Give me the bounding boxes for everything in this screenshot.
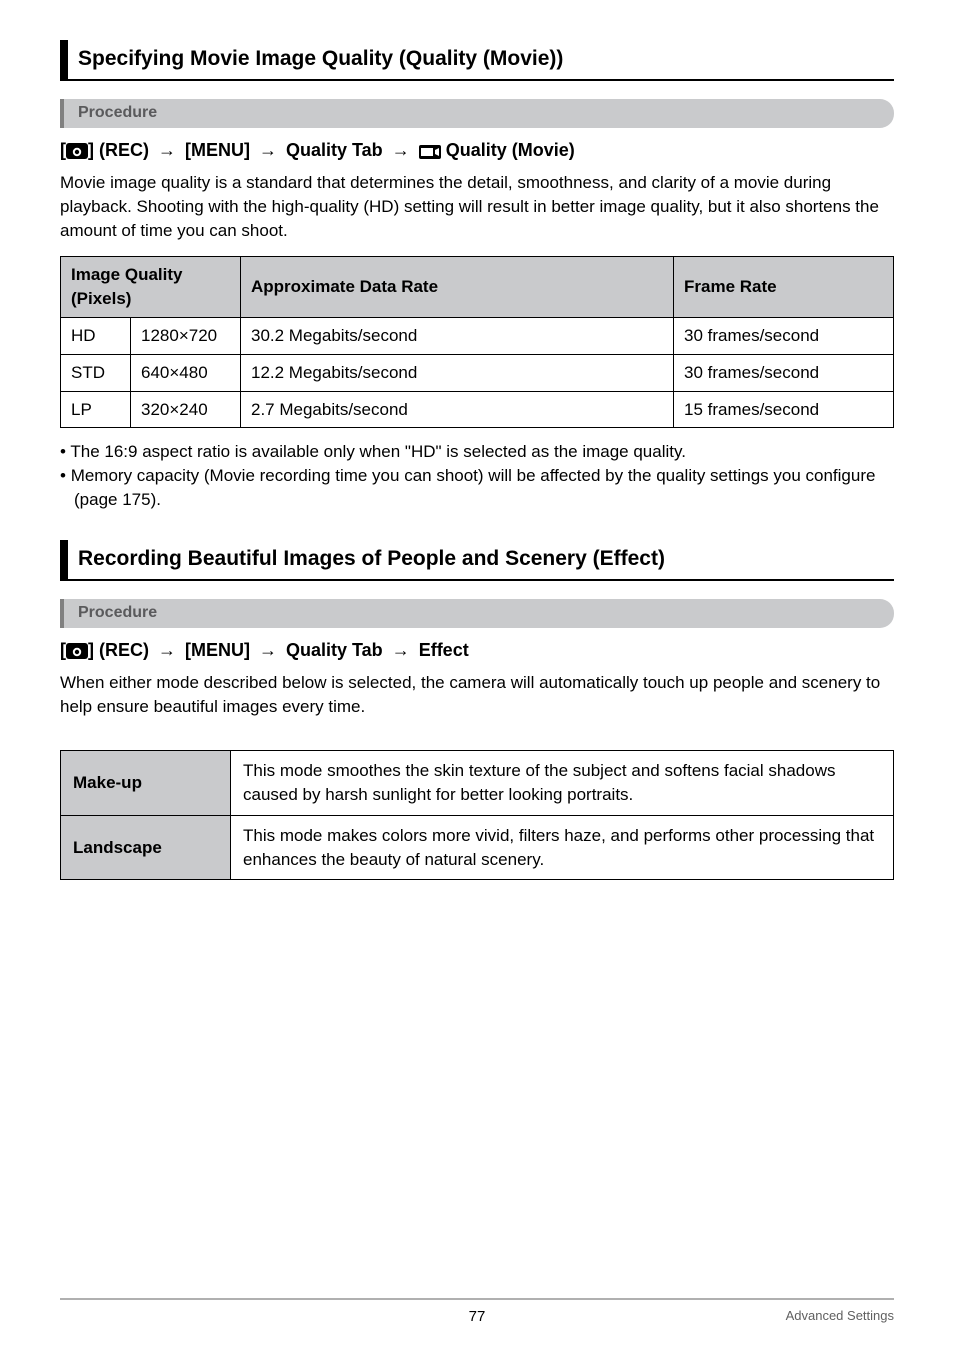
arrow-icon: →	[392, 140, 410, 160]
camera-icon	[66, 643, 88, 659]
quality-table: Image Quality (Pixels)Approximate Data R…	[60, 256, 894, 428]
page-footer: 77 Advanced Settings	[60, 1278, 894, 1327]
section-title-2: Recording Beautiful Images of People and…	[78, 540, 665, 579]
path-line-2: [] (REC) → [MENU] → Quality Tab → Effect	[60, 638, 894, 663]
effect-table: Make-upThis mode smoothes the skin textu…	[60, 750, 894, 880]
procedure-pill-1: Procedure	[60, 99, 894, 127]
table-row: LP320×2402.7 Megabits/second15 frames/se…	[61, 391, 894, 428]
bullet-list-1: The 16:9 aspect ratio is available only …	[60, 440, 894, 511]
table-row: HD1280×72030.2 Megabits/second30 frames/…	[61, 317, 894, 354]
list-item: Memory capacity (Movie recording time yo…	[60, 464, 894, 512]
table-cell: LP	[61, 391, 131, 428]
movie-quality-icon	[419, 145, 441, 159]
table-cell: 30 frames/second	[674, 354, 894, 391]
table-cell: 320×240	[131, 391, 241, 428]
table-cell: 30 frames/second	[674, 317, 894, 354]
section-bar	[60, 40, 68, 79]
intro-text-2: When either mode described below is sele…	[60, 671, 894, 719]
effect-desc: This mode makes colors more vivid, filte…	[231, 815, 894, 880]
table-cell: 12.2 Megabits/second	[241, 354, 674, 391]
effect-desc: This mode smoothes the skin texture of t…	[231, 751, 894, 816]
section-header-1: Specifying Movie Image Quality (Quality …	[60, 40, 894, 81]
section-header-2: Recording Beautiful Images of People and…	[60, 540, 894, 581]
table-row: LandscapeThis mode makes colors more viv…	[61, 815, 894, 880]
footer-page-number: 77	[338, 1306, 616, 1327]
section-bar	[60, 540, 68, 579]
effect-label: Landscape	[61, 815, 231, 880]
arrow-icon: →	[392, 640, 410, 660]
arrow-icon: →	[259, 140, 277, 160]
table-header: Approximate Data Rate	[241, 257, 674, 318]
table-row: STD640×48012.2 Megabits/second30 frames/…	[61, 354, 894, 391]
table-cell: 15 frames/second	[674, 391, 894, 428]
effect-label: Make-up	[61, 751, 231, 816]
footer-right: Advanced Settings	[616, 1307, 894, 1325]
arrow-icon: →	[259, 640, 277, 660]
table-row: Make-upThis mode smoothes the skin textu…	[61, 751, 894, 816]
table-cell: 640×480	[131, 354, 241, 391]
procedure-pill-2: Procedure	[60, 599, 894, 627]
table-cell: 1280×720	[131, 317, 241, 354]
table-cell: STD	[61, 354, 131, 391]
path-line-1: [] (REC) → [MENU] → Quality Tab → Qualit…	[60, 138, 894, 163]
intro-text-1: Movie image quality is a standard that d…	[60, 171, 894, 242]
section-title-1: Specifying Movie Image Quality (Quality …	[78, 40, 563, 79]
table-header: Image Quality (Pixels)	[61, 257, 241, 318]
arrow-icon: →	[158, 640, 176, 660]
camera-icon	[66, 143, 88, 159]
arrow-icon: →	[158, 140, 176, 160]
table-header: Frame Rate	[674, 257, 894, 318]
list-item: The 16:9 aspect ratio is available only …	[60, 440, 894, 464]
table-cell: 30.2 Megabits/second	[241, 317, 674, 354]
table-cell: HD	[61, 317, 131, 354]
table-cell: 2.7 Megabits/second	[241, 391, 674, 428]
